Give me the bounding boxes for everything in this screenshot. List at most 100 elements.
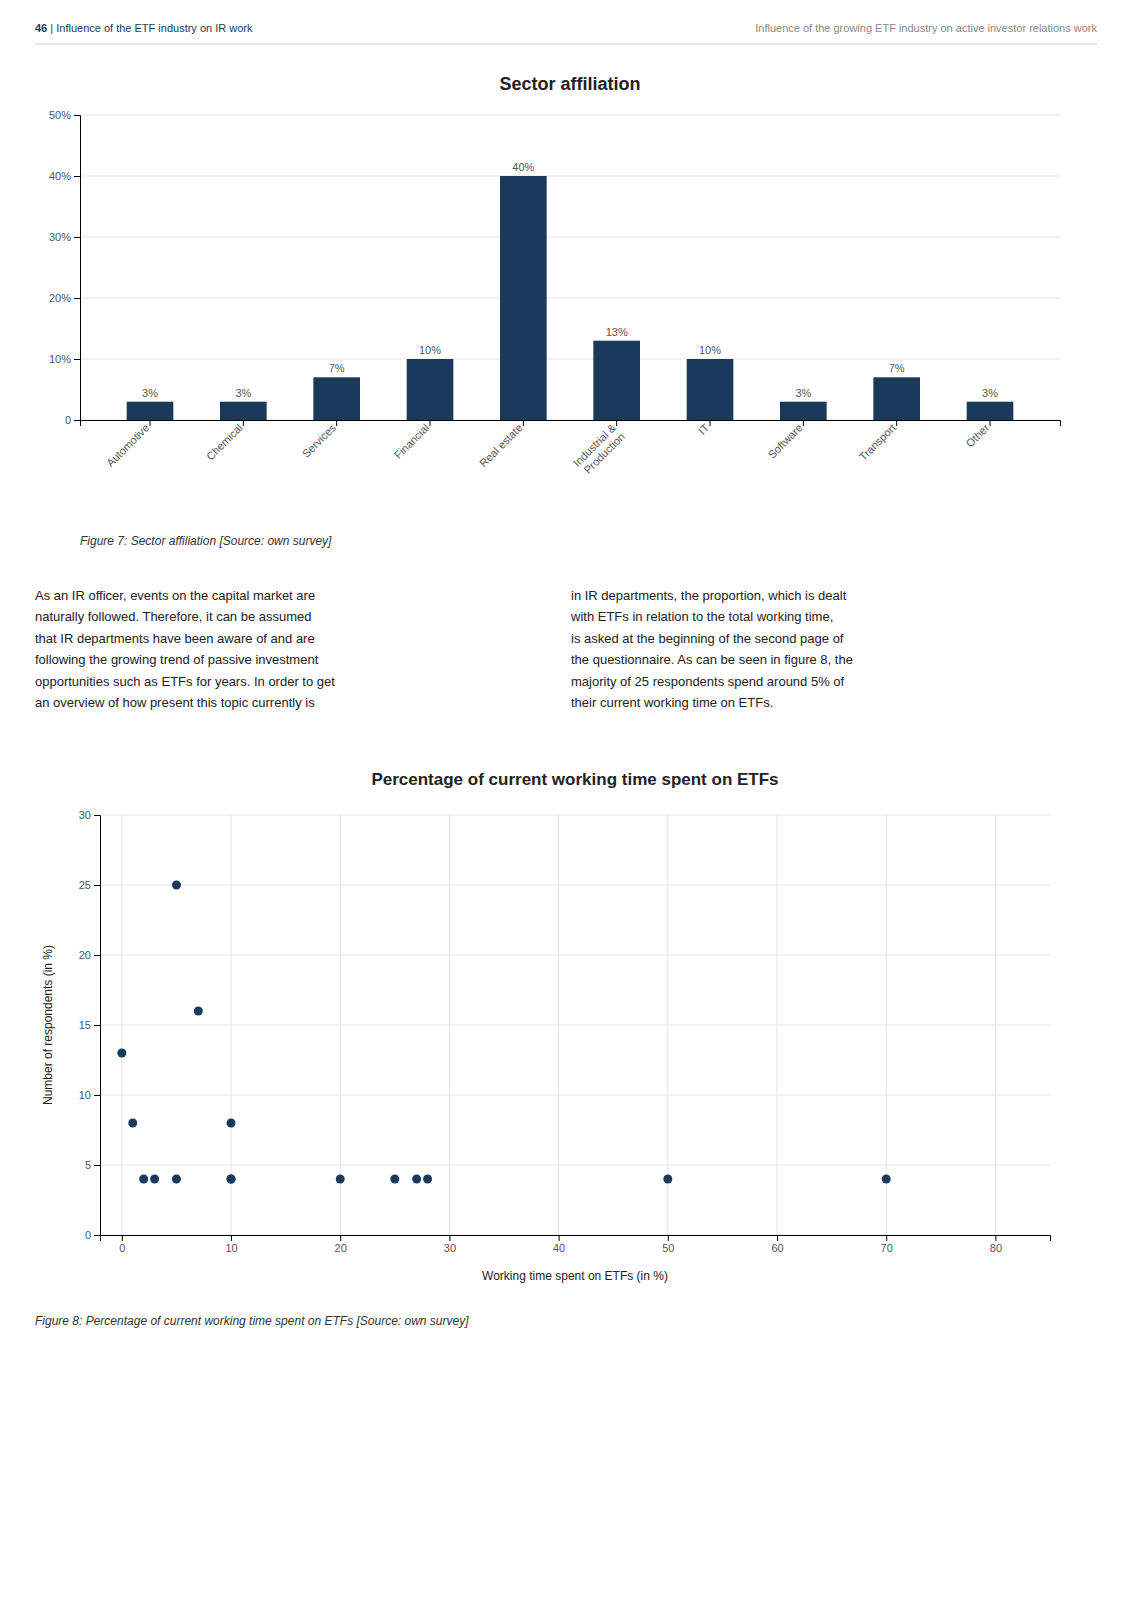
x-axis-tick: Automotive xyxy=(104,420,151,469)
y-axis-tick-mark xyxy=(94,955,100,956)
body-text-line: As an IR officer, events on the capital … xyxy=(35,588,315,603)
point xyxy=(128,1119,137,1128)
x-axis-tick: Other xyxy=(963,420,991,449)
bar xyxy=(873,377,920,420)
y-axis-tick-label: 0 xyxy=(65,414,71,426)
point xyxy=(423,1175,432,1184)
x-axis-tick-label: 40 xyxy=(553,1242,565,1254)
x-axis-tick-label: IT xyxy=(696,421,712,437)
y-axis-tick: 20% xyxy=(49,292,80,304)
chart-title: Percentage of current working time spent… xyxy=(371,770,778,789)
bar xyxy=(127,402,174,420)
data-label: 13% xyxy=(606,326,628,338)
bar xyxy=(407,359,454,420)
x-axis-line xyxy=(101,1236,1051,1242)
point xyxy=(117,1049,126,1058)
bar xyxy=(220,402,267,420)
x-tick-label-line: IT xyxy=(696,421,712,437)
points xyxy=(117,881,890,1184)
x-axis-tick-label: Transport xyxy=(857,421,898,462)
data-label: 3% xyxy=(235,387,251,399)
bar-chart: 3%3%7%10%40%13%10%3%7%3%010%20%30%40%50%… xyxy=(49,109,1061,478)
y-axis-tick: 0 xyxy=(85,1229,100,1241)
y-axis-tick-mark xyxy=(74,237,80,238)
x-axis-tick: 10 xyxy=(225,1235,237,1254)
x-axis-title: Working time spent on ETFs (in %) xyxy=(482,1269,668,1283)
bar xyxy=(687,359,734,420)
x-axis-tick-mark xyxy=(122,1235,123,1241)
data-label: 3% xyxy=(982,387,998,399)
y-axis-tick: 15 xyxy=(79,1019,100,1031)
x-axis-tick: 30 xyxy=(444,1235,456,1254)
y-axis-tick-label: 50% xyxy=(49,109,71,121)
x-axis-tick-mark xyxy=(243,420,244,426)
data-label: 3% xyxy=(142,387,158,399)
y-axis-tick: 40% xyxy=(49,170,80,182)
y-axis-tick: 10 xyxy=(79,1089,100,1101)
y-axis-tick-label: 30% xyxy=(49,231,71,243)
data-label: 10% xyxy=(699,344,721,356)
grid-line xyxy=(340,815,341,1235)
y-axis-tick: 50% xyxy=(49,109,80,121)
bar xyxy=(780,402,827,420)
grid-line xyxy=(995,815,996,1235)
body-text-line: their current working time on ETFs. xyxy=(571,695,773,710)
point xyxy=(139,1175,148,1184)
x-grid xyxy=(122,815,996,1235)
grid-line xyxy=(100,1025,1050,1026)
scatter-chart: 05101520253001020304050607080 xyxy=(79,809,1051,1254)
grid-line xyxy=(80,176,1060,177)
x-axis-tick: Software xyxy=(766,420,805,461)
data-label: 40% xyxy=(512,161,534,173)
grid-line xyxy=(777,815,778,1235)
grid-line xyxy=(100,1095,1050,1096)
body-text-line: the questionnaire. As can be seen in fig… xyxy=(571,652,853,667)
x-tick-label-line: Software xyxy=(766,421,805,460)
page-header-left: 46 | Influence of the ETF industry on IR… xyxy=(35,22,253,34)
x-axis-tick: Transport xyxy=(857,420,898,463)
x-axis-tick-label: 50 xyxy=(662,1242,674,1254)
x-axis-tick-label: Automotive xyxy=(104,421,151,468)
point xyxy=(150,1175,159,1184)
y-axis-tick-mark xyxy=(74,298,80,299)
x-axis-tick-label: Software xyxy=(766,421,805,460)
x-axis-tick-label: Other xyxy=(963,421,991,449)
y-axis: 010%20%30%40%50% xyxy=(49,109,81,426)
x-axis-tick-label: Chemical xyxy=(204,421,245,462)
grid-line xyxy=(80,298,1060,299)
point xyxy=(172,881,181,890)
x-tick-label-line: Financial xyxy=(392,421,432,461)
y-axis-tick: 0 xyxy=(65,414,80,426)
y-axis-tick-label: 10 xyxy=(79,1089,91,1101)
y-axis-tick-mark xyxy=(94,1165,100,1166)
x-axis: 01020304050607080 xyxy=(101,1235,1051,1254)
x-axis-tick-mark xyxy=(710,420,711,426)
grid-line xyxy=(886,815,887,1235)
y-axis-tick-mark xyxy=(94,885,100,886)
x-axis-tick: Financial xyxy=(392,420,432,461)
x-axis-tick-label: Industrial &Production xyxy=(571,421,628,478)
y-axis-line xyxy=(94,816,101,1236)
x-axis: AutomotiveChemicalServicesFinancialReal … xyxy=(81,420,1061,478)
point xyxy=(227,1119,236,1128)
x-axis-tick: 40 xyxy=(553,1235,565,1254)
x-axis-tick-label: 10 xyxy=(225,1242,237,1254)
y-axis-line xyxy=(74,116,81,421)
x-axis-tick-label: 80 xyxy=(990,1242,1002,1254)
x-axis-tick-label: 70 xyxy=(881,1242,893,1254)
point xyxy=(194,1007,203,1016)
x-axis-tick: 80 xyxy=(990,1235,1002,1254)
x-axis-tick-mark xyxy=(336,420,337,426)
x-axis-tick-mark xyxy=(777,1235,778,1241)
x-axis-tick-label: Real estate xyxy=(477,421,525,469)
grid-line xyxy=(231,815,232,1235)
bar xyxy=(593,341,640,420)
page-header-text: Influence of the ETF industry on IR work xyxy=(56,22,253,34)
x-axis-tick: Industrial &Production xyxy=(571,420,628,478)
grid-line xyxy=(100,885,1050,886)
grid-line xyxy=(80,115,1060,116)
x-axis-tick-label: 0 xyxy=(119,1242,125,1254)
data-label: 3% xyxy=(795,387,811,399)
y-axis-tick-label: 30 xyxy=(79,809,91,821)
figure-caption: Figure 7: Sector affiliation [Source: ow… xyxy=(80,534,332,548)
